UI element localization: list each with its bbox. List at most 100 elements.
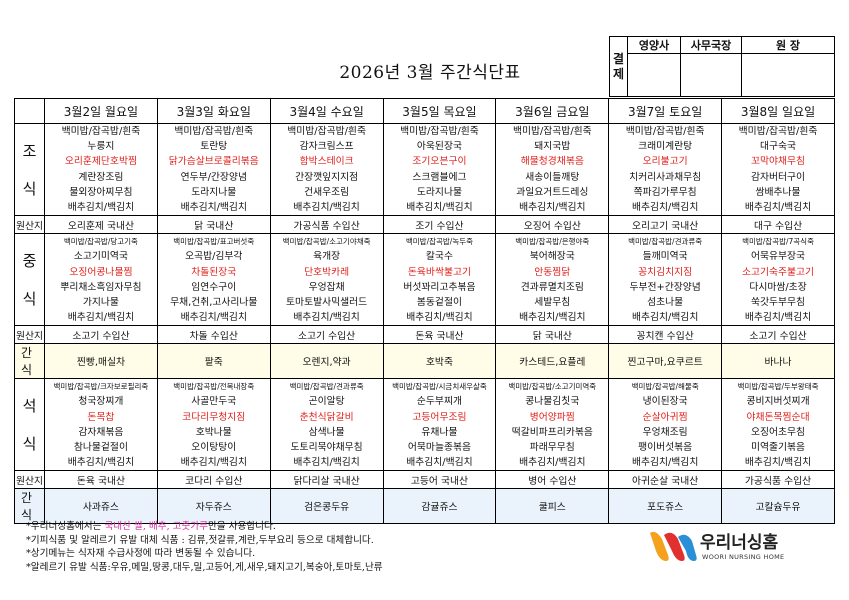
day-header: 3월5일 목요일 bbox=[382, 98, 497, 124]
menu-item: 배추김치/백김치 bbox=[406, 312, 473, 324]
menu-table: 3월2일 월요일 3월3일 화요일 3월4일 수요일 3월5일 목요일 3월6일 금요일… bbox=[14, 98, 835, 525]
lunch-row: 중 식 백미밥/잡곡밥/당고기죽 소고기미역국 오징어콩나물찜 뿌리채소흑임자무침 가지나물… bbox=[14, 233, 835, 327]
menu-item: 백미밥/잡곡밥/표고버섯죽 bbox=[173, 237, 255, 247]
origin-cell: 대구 수입산 bbox=[721, 215, 835, 235]
day-header: 3월2일 월요일 bbox=[44, 98, 158, 124]
day-header-row: 3월2일 월요일 3월3일 화요일 3월4일 수요일 3월5일 목요일 3월6일 금요일… bbox=[14, 98, 835, 124]
snack-cell: 오렌지,약과 bbox=[269, 343, 384, 380]
menu-item: 건새우조림 bbox=[304, 186, 350, 198]
snack-cell: 카스테드,요플레 bbox=[495, 343, 610, 380]
menu-item: 세발무침 bbox=[534, 296, 571, 308]
menu-item: 배추김치/백김치 bbox=[406, 201, 473, 213]
menu-item: 호박나물 bbox=[195, 426, 232, 438]
breakfast-row: 조 식 백미밥/잡곡밥/흰죽 누룽지 오리훈제단호박찜 계란장조림 물외장아찌무침 배추김치/… bbox=[14, 122, 835, 217]
approval-role: 사무국장 bbox=[680, 36, 742, 54]
menu-item: 가지나물 bbox=[82, 296, 119, 308]
menu-item: 청국장찌개 bbox=[78, 396, 124, 408]
menu-item: 배추김치/백김치 bbox=[519, 201, 586, 213]
menu-item: 돈육바싹불고기 bbox=[407, 266, 471, 278]
approval-role: 원 장 bbox=[741, 36, 835, 54]
menu-item: 뿌리채소흑임자무침 bbox=[60, 281, 142, 293]
origin-cell: 병어 수입산 bbox=[495, 470, 610, 490]
snack1-row: 간 식 찐빵,매실차 팥죽 오렌지,약과 호박죽 카스테드,요플레 찐고구마,요쿠르트 바나나 bbox=[14, 343, 835, 380]
menu-item: 백미밥/잡곡밥/소고기야채죽 bbox=[282, 237, 371, 247]
menu-item: 버섯꽈리고추볶음 bbox=[403, 281, 476, 293]
menu-item: 백미밥/잡곡밥/견과류죽 bbox=[628, 237, 703, 247]
snack-cell: 포도쥬스 bbox=[608, 488, 723, 525]
dinner-menu-cell: 백미밥/잡곡밥/크자보로필리죽 청국장찌개 돈목찹 감자채볶음 참나물겉절이 배추김치/백… bbox=[44, 378, 158, 472]
menu-item: 백미밥/잡곡밥/흰죽 bbox=[512, 126, 592, 137]
menu-item: 배추김치/백김치 bbox=[744, 457, 812, 469]
menu-item: 봄동겉절이 bbox=[416, 296, 462, 308]
origin-cell: 가공식품 수입산 bbox=[721, 470, 835, 490]
origin-cell: 소고기 수입산 bbox=[721, 325, 835, 345]
menu-item: 배추김치/백김치 bbox=[406, 457, 473, 469]
menu-item: 팽이버섯볶음 bbox=[638, 442, 693, 453]
dinner-menu-cell: 백미밥/잡곡밥/해물죽 냉이된장국 순살아귀찜 우엉채조림 팽이버섯볶음 배추김치/백김치 bbox=[608, 378, 723, 472]
menu-item: 콩나물김칫국 bbox=[525, 396, 580, 408]
menu-item: 우엉채조림 bbox=[642, 426, 688, 438]
breakfast-menu-cell: 백미밥/잡곡밥/흰죽 감자크림스프 함박스테이크 간장깻잎지지점 건새우조림 배추김치/백… bbox=[269, 122, 384, 217]
menu-item: 백미밥/잡곡밥/흰죽 bbox=[625, 126, 705, 137]
menu-item: 배추김치/백김치 bbox=[519, 457, 586, 469]
day-header: 3월6일 금요일 bbox=[495, 98, 610, 124]
note-line: *기피식품 및 알레르기 유발 대체 식품 : 김류,젓갈류,계란,두부요리 등… bbox=[26, 534, 374, 546]
snack-label: 간 식 bbox=[14, 343, 45, 380]
dinner-menu-cell: 백미밥/잡곡밥/두부왕태죽 콩비지버섯찌개 야채돈목찜순대 오징어초무침 미역줄기볶음 배… bbox=[721, 378, 835, 472]
menu-item: 과일요거트드레싱 bbox=[516, 186, 589, 198]
menu-item: 배추김치/백김치 bbox=[744, 201, 812, 213]
lunch-menu-cell: 백미밥/잡곡밥/소고기야채죽 육개장 단호박카레 우엉잡채 토마토발사믹샐러드 배추김치/… bbox=[269, 233, 384, 327]
menu-item: 스크램블에그 bbox=[412, 171, 467, 183]
approval-role: 영양사 bbox=[627, 36, 681, 54]
menu-item: 냉이된장국 bbox=[642, 396, 688, 408]
menu-item: 야채돈목찜순대 bbox=[746, 411, 810, 423]
note-line: *우리너싱홈에서는 국내산 쌀, 배추, 고춧가루만을 사용합니다. bbox=[26, 521, 276, 532]
origin-cell: 아귀순살 국내산 bbox=[608, 470, 723, 490]
origin-cell: 조기 수입산 bbox=[382, 215, 497, 235]
snack-cell: 호박죽 bbox=[382, 343, 497, 380]
menu-item: 간장깻잎지지점 bbox=[295, 171, 359, 183]
menu-item: 백미밥/잡곡밥/흰죽 bbox=[287, 126, 366, 137]
dinner-menu-cell: 백미밥/잡곡밥/견과류죽 곤이알탕 춘천식닭갈비 삼색나물 도토리묵야채무침 배추김치/백… bbox=[269, 378, 384, 472]
menu-item: 삼색나물 bbox=[308, 426, 345, 438]
breakfast-menu-cell: 백미밥/잡곡밥/흰죽 돼지국밥 해물청경채볶음 새송이들깨탕 과일요거트드레싱 배추김치/… bbox=[495, 122, 610, 217]
menu-item: 사골만두국 bbox=[191, 396, 237, 408]
day-header: 3월7일 토요일 bbox=[608, 98, 723, 124]
lunch-menu-cell: 백미밥/잡곡밥/7곡식죽 어묵유부장국 소고기숙주불고기 다시마쌈/초장 쑥갓두부무침 배… bbox=[721, 233, 835, 327]
menu-item: 참나물겉절이 bbox=[73, 442, 128, 453]
menu-item: 칼국수 bbox=[425, 251, 453, 263]
signature-cell bbox=[680, 53, 742, 97]
origin-cell: 소고기 수입산 bbox=[269, 325, 384, 345]
menu-item: 해물청경채볶음 bbox=[520, 156, 584, 168]
menu-item: 토마토발사믹샐러드 bbox=[286, 296, 368, 308]
menu-item: 백미밥/잡곡밥/시금치새우살죽 bbox=[392, 382, 487, 392]
menu-item: 배추김치/백김치 bbox=[631, 457, 699, 469]
menu-item: 백미밥/잡곡밥/녹두죽 bbox=[405, 237, 474, 247]
menu-item: 파래무무침 bbox=[529, 442, 575, 453]
signature-cell bbox=[741, 53, 835, 97]
menu-item: 백미밥/잡곡밥/은행야죽 bbox=[515, 237, 590, 247]
menu-item: 오징어초무침 bbox=[750, 426, 806, 438]
menu-item: 오곡밥/김부각 bbox=[185, 251, 243, 263]
menu-item: 감자채볶음 bbox=[78, 426, 124, 438]
origin-cell: 닭 국내산 bbox=[156, 215, 271, 235]
menu-item: 어묵마늘종볶음 bbox=[407, 442, 471, 453]
menu-item: 우엉잡채 bbox=[308, 281, 345, 293]
menu-item: 오리훈제단호박찜 bbox=[64, 156, 137, 168]
menu-item: 닭가슴살브로콜리볶음 bbox=[168, 156, 259, 168]
snack2-row: 간 식 사과쥬스 자두쥬스 검은콩두유 감귤쥬스 쿨피스 포도쥬스 고칼슘두유 bbox=[14, 488, 835, 525]
snack-cell: 찐빵,매실차 bbox=[44, 343, 158, 380]
menu-item: 배추김치/백김치 bbox=[744, 312, 812, 324]
breakfast-menu-cell: 백미밥/잡곡밥/흰죽 크래미계란탕 오리불고기 치커리사과채무침 쪽파김가루무침 배추김치… bbox=[608, 122, 723, 217]
menu-item: 백미밥/잡곡밥/흰죽 bbox=[61, 126, 141, 137]
menu-item: 도라지나물 bbox=[416, 186, 462, 198]
menu-item: 감자버터구이 bbox=[750, 171, 806, 183]
logo-icon bbox=[650, 531, 697, 561]
menu-item: 누룽지 bbox=[87, 141, 115, 153]
menu-item: 감자크림스프 bbox=[299, 141, 354, 153]
lunch-origin-row: 원산지 소고기 수입산 차돌 수입산 소고기 수입산 돈육 국내산 닭 국내산 꽁치캔 수입… bbox=[14, 325, 835, 345]
